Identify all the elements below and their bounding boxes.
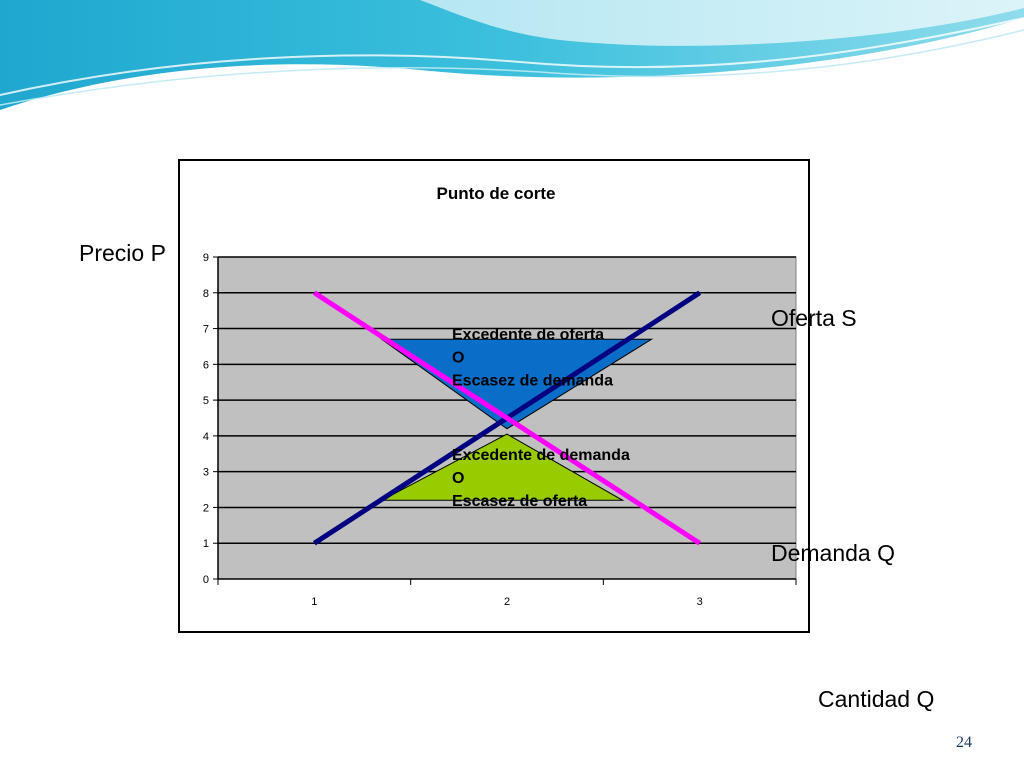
y-tick-label-2: 2 [203, 502, 209, 514]
demand-curve-label: Demanda Q [771, 540, 896, 566]
y-tick-label-5: 5 [203, 395, 209, 407]
surplus-region [380, 338, 654, 430]
surplus-annotation-line-2: O [452, 350, 464, 367]
header-wave-line [0, 17, 1024, 96]
y-tick-label-4: 4 [203, 431, 209, 443]
header-wave-highlight [420, 0, 1024, 46]
y-tick-label-8: 8 [203, 288, 209, 300]
x-tick-label-2: 2 [504, 596, 510, 608]
y-tick-label-6: 6 [203, 359, 209, 371]
x-tick-label-1: 1 [311, 596, 317, 608]
y-tick-label-1: 1 [203, 538, 209, 550]
chart-frame: Punto de corte 0 1 2 3 4 5 6 7 8 9 1 2 3 Excedente de … [178, 159, 810, 633]
demand-line [312, 290, 702, 546]
y-tick-label-0: 0 [203, 574, 209, 586]
quantity-axis-label: Cantidad Q [818, 686, 935, 712]
header-wave-decoration [0, 0, 1024, 110]
shortage-annotation-line-1: Excedente de demanda [452, 447, 630, 464]
y-tick-label-3: 3 [203, 467, 209, 479]
surplus-annotation-line-1: Excedente de oferta [452, 327, 604, 344]
y-tick-label-7: 7 [203, 324, 209, 336]
shortage-annotation-line-3: Escasez de oferta [452, 493, 587, 510]
price-axis-label: Precio P [79, 240, 166, 266]
supply-curve-label: Oferta S [771, 305, 857, 331]
y-tick-label-9: 9 [203, 252, 209, 264]
shortage-region [381, 433, 625, 501]
chart-title: Punto de corte [436, 184, 555, 203]
supply-demand-chart: Punto de corte 0 1 2 3 4 5 6 7 8 9 1 2 3 Excedente de … [203, 184, 797, 608]
header-wave-line-2 [0, 29, 1024, 106]
slide-number: 24 [956, 734, 972, 751]
shortage-annotation-line-2: O [452, 470, 464, 487]
x-tick-label-3: 3 [697, 596, 703, 608]
surplus-annotation-line-3: Escasez de demanda [452, 373, 613, 390]
